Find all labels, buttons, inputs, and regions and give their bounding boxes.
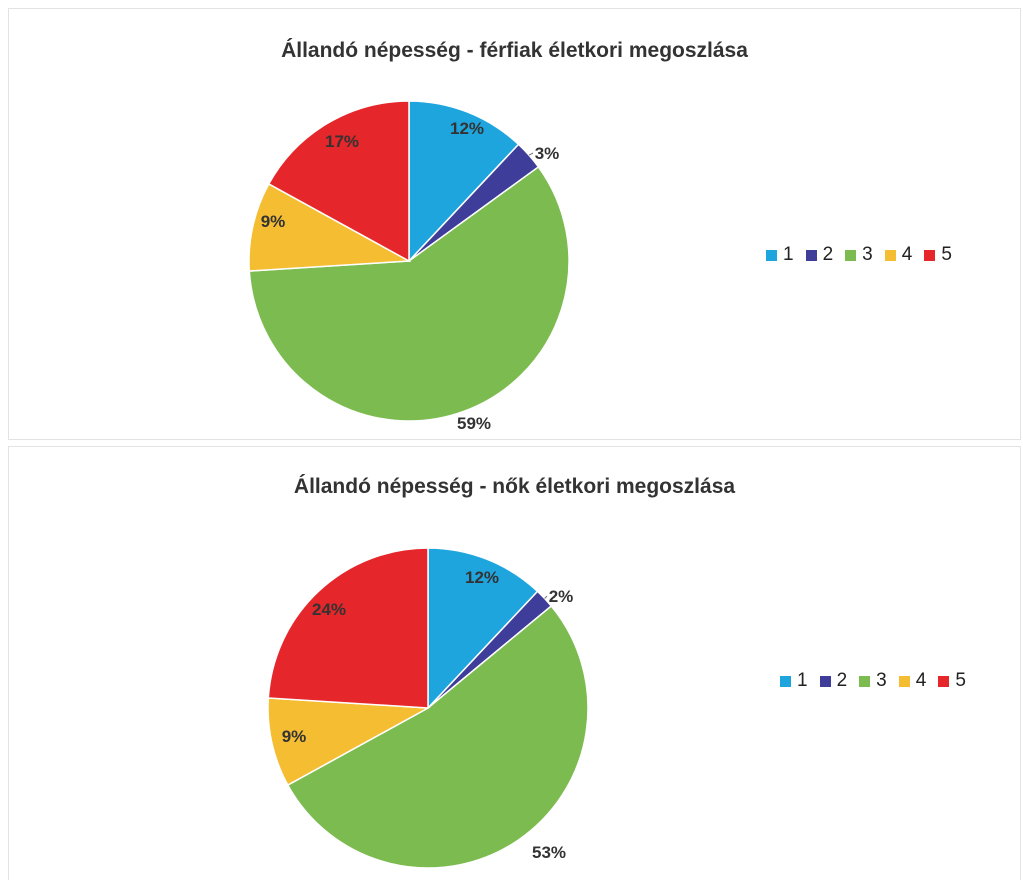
- legend-swatch: [898, 675, 910, 687]
- legend-item: 1: [780, 670, 808, 692]
- data-label-2: 3%: [535, 144, 560, 163]
- pie-slice-1: [408, 100, 520, 263]
- data-label-3: 53%: [532, 843, 566, 862]
- pie-chart-women: 12% 2% 53% 9% 24%: [267, 547, 589, 869]
- legend-label: 3: [876, 670, 887, 691]
- chart-legend: 1 2 3 4 5: [780, 670, 966, 692]
- pie-slice-3: [248, 165, 570, 422]
- legend-label: 1: [783, 244, 794, 265]
- legend-item: 4: [884, 244, 913, 266]
- chart-panel-women: Állandó népesség - nők életkori megoszlá…: [8, 446, 1021, 880]
- pie-slice-3: [286, 604, 589, 869]
- legend-item: 5: [924, 244, 952, 266]
- legend-label: 5: [955, 670, 966, 691]
- chart-legend: 1 2 3 4 5: [766, 244, 952, 266]
- legend-swatch: [884, 249, 896, 261]
- pie-slice-4: [267, 697, 431, 787]
- legend-swatch: [805, 249, 817, 261]
- pie-slice-1: [427, 547, 539, 710]
- chart-title: Állandó népesség - nők életkori megoszlá…: [293, 475, 736, 498]
- legend-label: 3: [862, 244, 873, 265]
- legend-item: 3: [845, 244, 873, 266]
- legend-swatch: [845, 249, 857, 261]
- legend-label: 5: [941, 244, 952, 265]
- legend-item: 4: [898, 670, 927, 692]
- data-label-1: 12%: [450, 119, 484, 138]
- data-label-5: 24%: [312, 600, 346, 619]
- legend-swatch: [780, 675, 791, 687]
- leader-line: [528, 152, 534, 156]
- legend-label: 2: [836, 670, 848, 691]
- pie-slice-4: [248, 182, 412, 272]
- data-label-3: 59%: [457, 414, 491, 433]
- legend-item: 2: [805, 244, 834, 266]
- legend-label: 4: [901, 244, 913, 265]
- legend-swatch: [924, 249, 936, 261]
- data-label-1: 12%: [465, 568, 499, 587]
- data-label-5: 17%: [325, 132, 359, 151]
- legend-swatch: [859, 675, 871, 687]
- data-label-4: 9%: [282, 727, 307, 746]
- data-label-4: 9%: [261, 212, 286, 231]
- legend-swatch: [766, 249, 777, 261]
- legend-item: 2: [819, 670, 848, 692]
- pie-chart-men: 12% 3% 59% 9% 17%: [248, 100, 570, 433]
- data-label-2: 2%: [549, 587, 574, 606]
- legend-label: 2: [822, 244, 834, 265]
- chart-panel-men: Állandó népesség - férfiak életkori mego…: [8, 8, 1021, 440]
- legend-item: 5: [938, 670, 966, 692]
- chart-title: Állandó népesség - férfiak életkori mego…: [281, 39, 748, 62]
- legend-label: 4: [915, 670, 927, 691]
- legend-swatch: [938, 675, 950, 687]
- leader-line: [544, 595, 548, 599]
- legend-label: 1: [797, 670, 808, 691]
- legend-swatch: [819, 675, 831, 687]
- legend-item: 1: [766, 244, 794, 266]
- pie-slice-5: [267, 547, 429, 709]
- legend-item: 3: [859, 670, 887, 692]
- pie-slice-5: [267, 100, 410, 263]
